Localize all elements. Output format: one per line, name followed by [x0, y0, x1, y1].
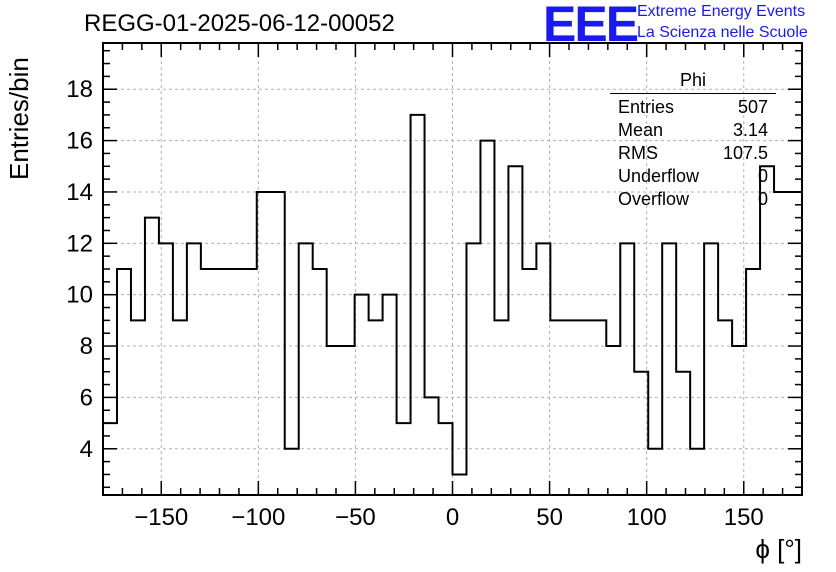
histogram-bin — [578, 320, 592, 495]
histogram-bin — [425, 397, 439, 495]
histogram-bin — [620, 243, 634, 495]
y-tick-label: 18 — [66, 76, 93, 103]
stats-label: Entries — [618, 97, 675, 117]
histogram-bin — [592, 320, 606, 495]
histogram-bin — [494, 320, 508, 495]
stats-row: Mean 3.14 — [610, 119, 776, 142]
histogram-bin — [103, 423, 117, 495]
logo-text-line2: La Scienza nelle Scuole — [637, 24, 808, 41]
histogram-bin — [243, 269, 257, 495]
histogram-bin — [466, 243, 480, 495]
x-axis-label: ϕ [°] — [755, 534, 802, 564]
histogram-bin — [774, 192, 788, 495]
y-tick-label: 10 — [66, 282, 93, 309]
histogram-bin — [704, 243, 718, 495]
histogram-line — [102, 63, 803, 495]
histogram-bin — [299, 243, 313, 495]
histogram-bin — [369, 320, 383, 495]
histogram-bin — [522, 269, 536, 495]
x-tick-label: −100 — [231, 504, 285, 531]
histogram-bin — [341, 346, 355, 495]
histogram-bin — [117, 269, 131, 495]
y-tick-label: 8 — [80, 333, 93, 360]
logo-text-line1: Extreme Energy Events — [637, 3, 806, 20]
histogram-bin — [732, 346, 746, 495]
histogram-bin — [718, 320, 732, 495]
stats-row: Overflow 0 — [610, 188, 776, 211]
stats-title: Phi — [610, 70, 776, 94]
chart-title: REGG-01-2025-06-12-00052 — [84, 10, 395, 37]
x-tick-label: 100 — [627, 504, 667, 531]
histogram-bin — [173, 320, 187, 495]
histogram-bin — [648, 449, 662, 495]
histogram-bin — [257, 192, 271, 495]
eee-logo: EEE — [543, 0, 639, 52]
histogram-bin — [131, 320, 145, 495]
stats-label: RMS — [618, 143, 658, 163]
y-tick-label: 14 — [66, 179, 93, 206]
histogram-bin — [788, 192, 802, 495]
stats-value: 107.5 — [722, 143, 768, 163]
histogram-bin — [327, 346, 341, 495]
stats-row: Underflow 0 — [610, 165, 776, 188]
y-tick-label: 6 — [80, 384, 93, 411]
stats-value: 507 — [737, 97, 768, 117]
histogram-bin — [439, 423, 453, 495]
histogram-bin — [760, 166, 774, 495]
x-tick-label: 150 — [724, 504, 764, 531]
histogram-bin — [690, 449, 704, 495]
stats-label: Mean — [618, 120, 664, 140]
histogram-bin — [159, 243, 173, 495]
x-tick-label: 0 — [446, 504, 459, 531]
stats-row: RMS 107.5 — [610, 142, 776, 165]
stats-value: 3.14 — [732, 120, 768, 140]
histogram-bin — [453, 474, 467, 495]
histogram-bin — [145, 218, 159, 495]
stats-label: Overflow — [618, 189, 690, 209]
histogram-bin — [634, 372, 648, 495]
histogram-bin — [411, 115, 425, 495]
x-tick-label: −150 — [134, 504, 188, 531]
histogram-bin — [397, 423, 411, 495]
histogram-bin — [676, 372, 690, 495]
x-tick-label: −50 — [335, 504, 376, 531]
histogram-bin — [355, 295, 369, 495]
stats-value: 0 — [757, 166, 768, 186]
histogram-bin — [480, 141, 494, 495]
histogram-bin — [536, 243, 550, 495]
x-tick-label: 50 — [536, 504, 563, 531]
histogram-bin — [383, 295, 397, 495]
histogram-bin — [550, 320, 564, 495]
histogram-bin — [313, 269, 327, 495]
stats-row: Entries 507 — [610, 96, 776, 119]
histogram-bin — [662, 243, 676, 495]
histogram-bin — [271, 192, 285, 495]
histogram-bin — [508, 166, 522, 495]
histogram-bin — [229, 269, 243, 495]
stats-box: Phi Entries 507 Mean 3.14 RMS 107.5 Underflow 0… — [610, 70, 776, 211]
y-axis-label: Entries/bin — [4, 57, 34, 180]
histogram-bin — [606, 346, 620, 495]
histogram-bin — [187, 243, 201, 495]
stats-label: Underflow — [618, 166, 700, 186]
stats-value: 0 — [757, 189, 768, 209]
histogram-bin — [201, 269, 215, 495]
histogram-bin — [215, 269, 229, 495]
histogram-bin — [746, 269, 760, 495]
histogram-bin — [564, 320, 578, 495]
y-tick-label: 12 — [66, 230, 93, 257]
y-tick-label: 4 — [80, 436, 93, 463]
y-tick-label: 16 — [66, 128, 93, 155]
